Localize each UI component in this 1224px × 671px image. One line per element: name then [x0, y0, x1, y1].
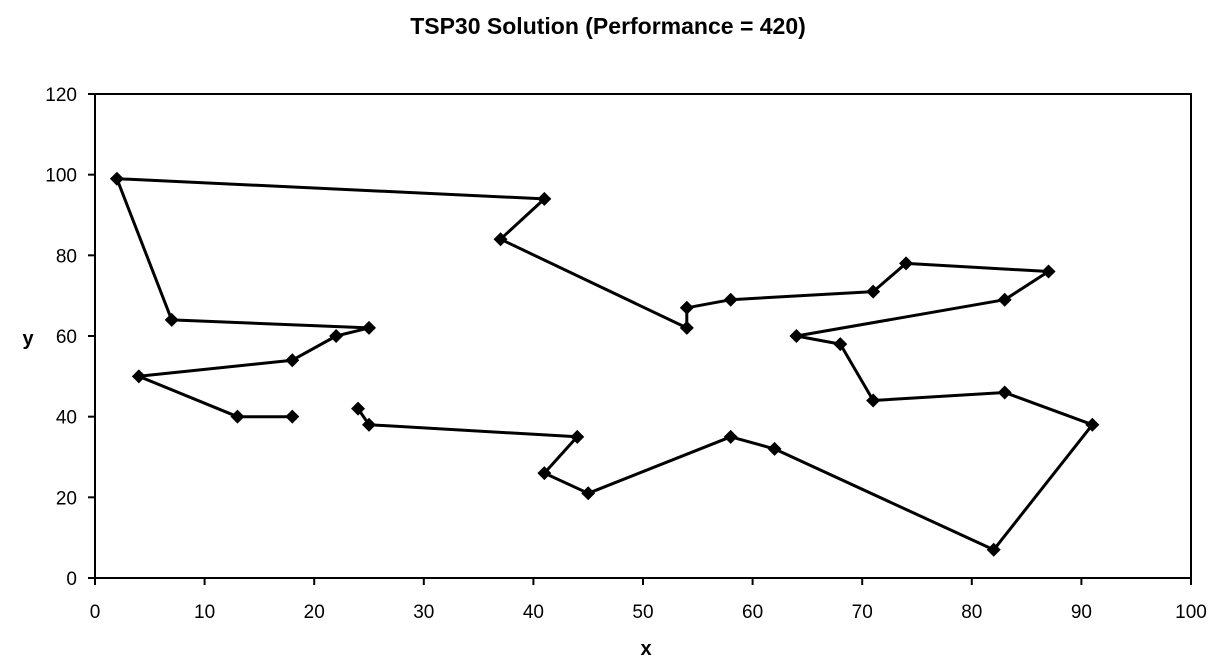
city-point [767, 441, 782, 456]
city-point [109, 171, 124, 186]
city-point [351, 401, 366, 416]
x-tick-label: 10 [194, 602, 215, 623]
city-point [329, 329, 344, 343]
city-point [997, 292, 1012, 307]
city-point [997, 385, 1012, 400]
city-point [1041, 264, 1056, 279]
city-point [866, 393, 881, 408]
y-tick-label: 0 [66, 569, 77, 590]
plot-area [94, 93, 1192, 579]
city-point [131, 369, 146, 384]
x-tick-label: 90 [1071, 602, 1092, 623]
y-tick-label: 40 [56, 408, 77, 429]
city-point [866, 284, 881, 299]
tour-points [109, 171, 1100, 557]
city-point [285, 409, 300, 424]
city-point [723, 292, 738, 307]
y-tick-label: 20 [56, 488, 77, 509]
city-point [581, 486, 596, 501]
chart-title: TSP30 Solution (Performance = 420) [410, 13, 806, 39]
city-point [230, 409, 245, 424]
y-tick-label: 60 [56, 327, 77, 348]
city-point [833, 337, 848, 352]
x-axis: 0 10 20 30 40 50 60 70 80 90 100 [90, 578, 1207, 623]
tour-lines [115, 177, 1094, 552]
city-point [679, 320, 694, 335]
city-point [899, 256, 914, 271]
x-tick-label: 70 [852, 602, 873, 623]
y-axis: 0 20 40 60 80 100 120 [45, 85, 95, 590]
city-point [537, 191, 552, 206]
x-tick-label: 50 [632, 602, 653, 623]
city-point [493, 232, 508, 247]
x-tick-label: 80 [961, 602, 982, 623]
x-axis-label: x [640, 638, 651, 660]
city-point [362, 320, 376, 335]
city-point [789, 329, 804, 343]
city-point [1085, 417, 1100, 432]
x-tick-label: 40 [523, 602, 544, 623]
x-tick-label: 30 [413, 602, 434, 623]
x-tick-label: 20 [304, 602, 325, 623]
y-tick-label: 120 [45, 85, 77, 106]
city-point [679, 300, 694, 315]
y-axis-label: y [22, 328, 34, 350]
city-point [164, 312, 179, 327]
x-tick-label: 0 [90, 602, 101, 623]
city-point [570, 429, 585, 444]
city-point [986, 542, 1001, 557]
city-point [537, 466, 552, 481]
tour-path [115, 177, 1094, 552]
y-tick-label: 100 [45, 166, 77, 187]
city-point [362, 417, 376, 432]
y-tick-label: 80 [56, 246, 77, 267]
city-point [285, 353, 300, 368]
x-tick-label: 100 [1175, 602, 1207, 623]
city-point [723, 429, 738, 444]
x-tick-label: 60 [742, 602, 763, 623]
